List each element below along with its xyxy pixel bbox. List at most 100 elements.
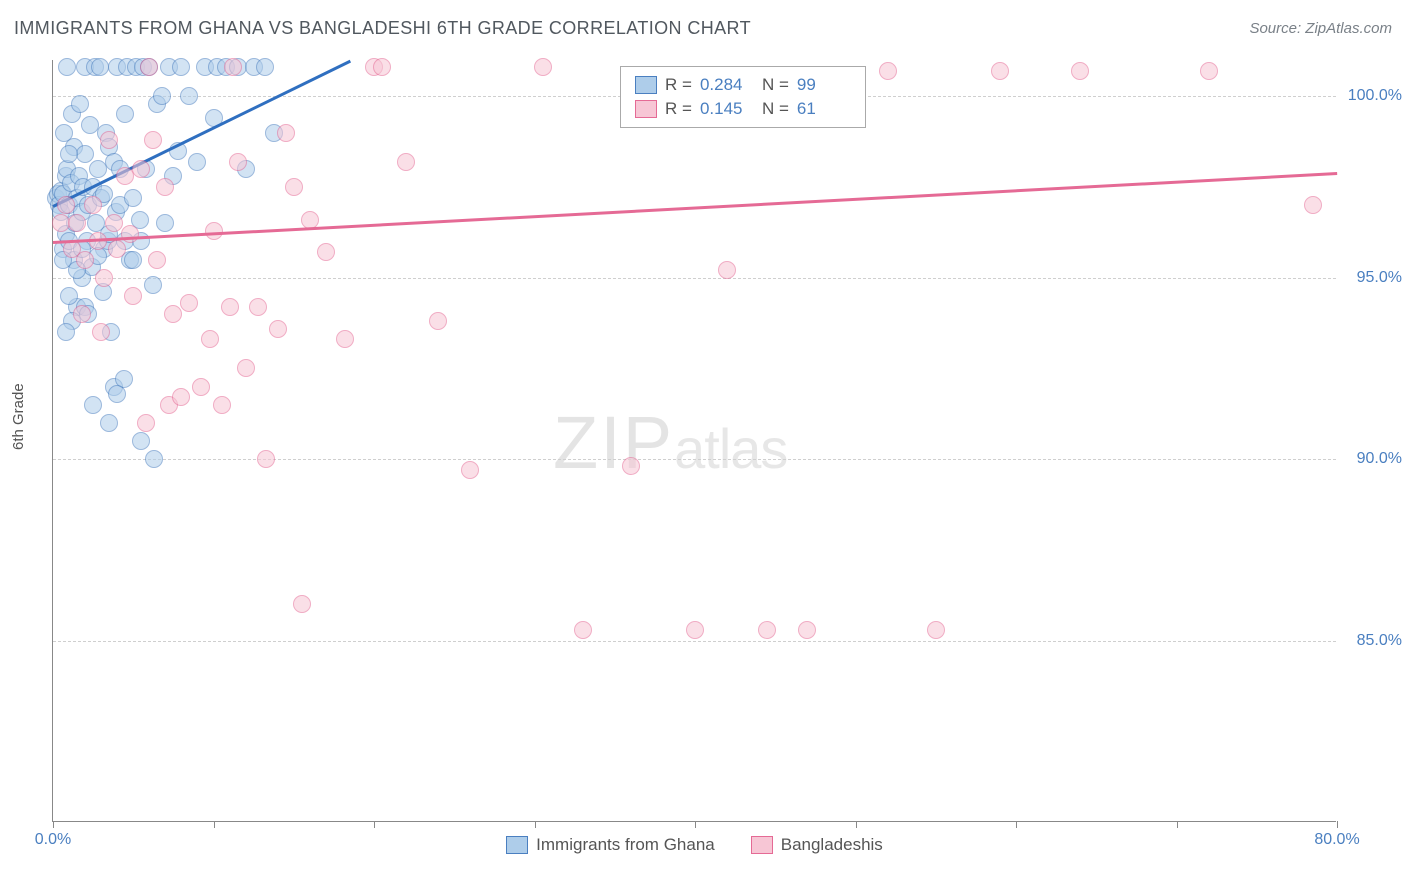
data-point <box>686 621 704 639</box>
stat-n-label: N = <box>762 99 789 119</box>
data-point <box>144 276 162 294</box>
y-axis-title: 6th Grade <box>10 383 27 450</box>
data-point <box>100 414 118 432</box>
data-point <box>145 450 163 468</box>
legend-swatch <box>635 76 657 94</box>
data-point <box>148 251 166 269</box>
data-point <box>132 160 150 178</box>
data-point <box>124 251 142 269</box>
stat-n-label: N = <box>762 75 789 95</box>
data-point <box>221 298 239 316</box>
stats-legend: R =0.284N =99R = 0.145 N = 61 <box>620 66 866 128</box>
data-point <box>285 178 303 196</box>
data-point <box>461 461 479 479</box>
data-point <box>156 214 174 232</box>
data-point <box>574 621 592 639</box>
title-bar: IMMIGRANTS FROM GHANA VS BANGLADESHI 6TH… <box>14 18 1392 39</box>
stat-r-label: R = <box>665 75 692 95</box>
series-legend-item: Bangladeshis <box>751 835 883 855</box>
trend-line <box>53 172 1337 244</box>
grid-line-h <box>53 641 1336 642</box>
data-point <box>124 189 142 207</box>
stat-n-value: 61 <box>797 99 851 119</box>
data-point <box>121 225 139 243</box>
legend-swatch <box>506 836 528 854</box>
data-point <box>1071 62 1089 80</box>
data-point <box>758 621 776 639</box>
stat-r-value: 0.145 <box>700 99 754 119</box>
data-point <box>256 58 274 76</box>
data-point <box>92 323 110 341</box>
data-point <box>124 287 142 305</box>
x-tick <box>856 821 857 828</box>
data-point <box>798 621 816 639</box>
data-point <box>237 359 255 377</box>
source-label: Source: ZipAtlas.com <box>1249 20 1392 37</box>
data-point <box>91 58 109 76</box>
y-tick-label: 95.0% <box>1342 269 1402 287</box>
data-point <box>336 330 354 348</box>
data-point <box>84 196 102 214</box>
data-point <box>84 396 102 414</box>
x-tick <box>535 821 536 828</box>
data-point <box>73 305 91 323</box>
data-point <box>116 105 134 123</box>
data-point <box>132 432 150 450</box>
stat-r-label: R = <box>665 99 692 119</box>
data-point <box>213 396 231 414</box>
data-point <box>164 305 182 323</box>
y-tick-label: 100.0% <box>1342 87 1402 105</box>
data-point <box>68 214 86 232</box>
data-point <box>927 621 945 639</box>
series-name: Immigrants from Ghana <box>536 835 715 855</box>
x-tick <box>1016 821 1017 828</box>
data-point <box>257 450 275 468</box>
data-point <box>105 214 123 232</box>
data-point <box>58 58 76 76</box>
watermark: ZIPatlas <box>553 400 787 485</box>
x-tick <box>374 821 375 828</box>
data-point <box>229 153 247 171</box>
data-point <box>180 294 198 312</box>
data-point <box>622 457 640 475</box>
data-point <box>108 385 126 403</box>
grid-line-h <box>53 278 1336 279</box>
data-point <box>57 323 75 341</box>
data-point <box>140 58 158 76</box>
data-point <box>100 131 118 149</box>
data-point <box>718 261 736 279</box>
chart-title: IMMIGRANTS FROM GHANA VS BANGLADESHI 6TH… <box>14 18 751 39</box>
data-point <box>172 58 190 76</box>
x-tick <box>53 821 54 828</box>
data-point <box>1200 62 1218 80</box>
data-point <box>60 287 78 305</box>
data-point <box>57 196 75 214</box>
data-point <box>188 153 206 171</box>
stats-legend-row: R =0.284N =99 <box>635 73 851 97</box>
data-point <box>192 378 210 396</box>
x-tick <box>1177 821 1178 828</box>
data-point <box>249 298 267 316</box>
data-point <box>293 595 311 613</box>
data-point <box>224 58 242 76</box>
data-point <box>172 388 190 406</box>
data-point <box>879 62 897 80</box>
legend-swatch <box>635 100 657 118</box>
data-point <box>76 145 94 163</box>
data-point <box>153 87 171 105</box>
data-point <box>1304 196 1322 214</box>
data-point <box>60 145 78 163</box>
data-point <box>95 269 113 287</box>
legend-swatch <box>751 836 773 854</box>
data-point <box>71 95 89 113</box>
data-point <box>277 124 295 142</box>
x-tick <box>1337 821 1338 828</box>
series-legend-item: Immigrants from Ghana <box>506 835 715 855</box>
data-point <box>397 153 415 171</box>
data-point <box>180 87 198 105</box>
data-point <box>373 58 391 76</box>
data-point <box>108 240 126 258</box>
data-point <box>429 312 447 330</box>
y-tick-label: 85.0% <box>1342 632 1402 650</box>
data-point <box>201 330 219 348</box>
